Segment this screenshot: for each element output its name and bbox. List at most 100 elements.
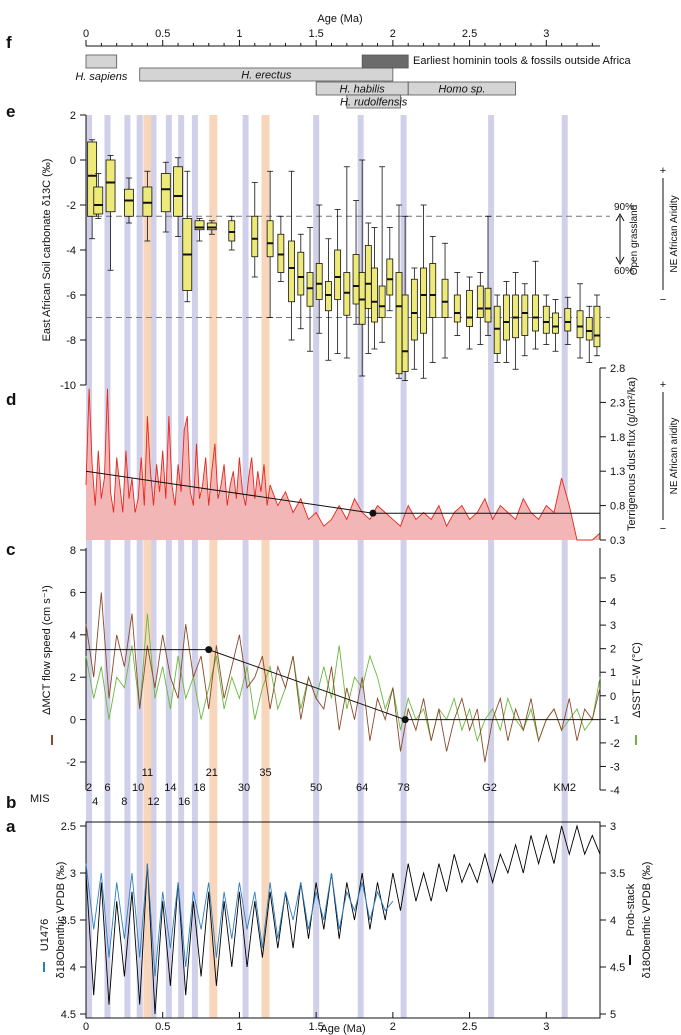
d-breakpoint-dot [369,509,377,517]
f-tick-label-1: 0.5 [155,28,170,40]
e-box-11 [251,215,259,258]
f-range-label-1: H. erectus [241,70,292,82]
c-y2tick-label-7: -2 [610,738,620,750]
c-ytick-label-2: 4 [70,630,76,642]
f-note: Earliest hominin tools & fossils outside… [413,55,632,67]
b-stage-16: G2 [482,782,497,794]
e-box-30 [420,267,427,334]
band-blue-10 [357,115,364,1018]
e-box-25 [378,285,386,318]
a-ytick-label-1: 3 [70,868,76,880]
d-plus: + [660,379,666,391]
a-xtick-label-4: 2 [390,1021,396,1033]
band-orange-0 [143,115,152,1018]
b-stage-4: 10 [132,782,144,794]
e-minus: − [660,294,666,306]
e-box-15 [297,251,305,296]
c-ytick-label-4: 0 [70,715,76,727]
a-y2label: δ18Obenthic VPDB (‰) [641,862,653,979]
f-ticks: 0 0.5 1 1.5 2 2.5 3 [83,28,593,46]
a-y2ticks: 3 3.5 4 4.5 5 [600,821,625,1021]
f-range-bar-4 [407,81,517,96]
a-ytick-label-0: 2.5 [61,821,76,833]
panel-a-benthic-isotopes: 2.5 3 3.5 4 4.5 3 3.5 4 4.5 5 0 0.5 1 1.5 2 2.5 3 δ18O… [39,821,653,1035]
d-ytick-label-0: 2.8 [610,363,625,375]
c-y2tick-label-6: -1 [610,714,620,726]
c-ylabel: ΔMCT flow speed (cm s⁻¹) [41,585,53,715]
band-blue-6 [178,115,185,1018]
a-xtick-label-1: 0.5 [155,1021,170,1033]
e-box-13 [277,233,285,273]
band-blue-5 [165,115,172,1018]
f-tick-label-3: 1.5 [309,28,324,40]
e-ref-60: 60% [614,266,634,277]
e-box-35 [476,285,484,318]
a-probstack-line [85,824,601,1015]
b-stage-5: 11 [142,767,153,779]
e-ytick-label-3: -4 [66,245,76,257]
d-dust-area [86,388,600,540]
e-box-32 [441,278,449,318]
f-range-label-0: H. sapiens [75,71,127,83]
f-tick-label-5: 2.5 [462,28,477,40]
a-y2tick-label-3: 4.5 [610,962,625,974]
e-ytick-label-0: 2 [70,110,76,122]
a-y2tick-label-4: 5 [610,1009,616,1021]
e-plus: + [660,165,666,177]
panel-label-f: f [6,33,12,52]
d-ytick-label-1: 2.3 [610,397,625,409]
f-range-bar-2 [361,54,409,69]
e-box-41 [532,294,539,332]
e-box-47 [593,305,601,348]
e-box-36 [484,287,492,323]
e-yticks: 2 0 -2 -4 -6 -8 -10 [60,110,86,392]
a-frame [85,821,601,1019]
c-y2tick-label-1: 4 [610,597,616,609]
e-box-14 [288,240,296,303]
a-xtick-label-6: 3 [543,1021,549,1033]
a-series-u1476-label: U1476 [39,919,51,951]
e-box-44 [564,308,572,332]
f-tick-label-6: 3 [543,28,549,40]
panel-label-b: b [6,793,16,812]
f-range-label-4: Homo sp. [438,84,485,96]
e-box-3 [124,188,134,217]
e-box-27 [395,272,403,375]
panel-label-a: a [6,817,16,836]
c-y2tick-label-8: -3 [610,761,620,773]
a-xtick-label-2: 1 [236,1021,242,1033]
c-y2tick-label-9: -4 [610,785,620,797]
e-box-40 [521,294,529,336]
a-xtick-label-0: 0 [83,1021,89,1033]
e-box-17 [315,263,323,300]
b-stage-10: 21 [206,767,218,779]
e-box-31 [429,263,437,318]
b-stage-7: 14 [164,782,176,794]
a-xtick-label-3: 1.5 [309,1021,324,1033]
b-stage-1: 4 [92,796,98,808]
b-mis-label: MIS [30,793,50,805]
e-box-5 [160,173,171,213]
d-ylabel: Terrigenous dust flux (g/cm²/ka) [626,377,638,531]
e-box-18 [325,281,332,312]
a-series-prob-label: Prob-stack [625,883,637,936]
d-dust-line [85,388,601,541]
b-stage-12: 35 [259,767,271,779]
panel-d-dust-flux: 2.8 2.3 1.8 1.3 0.8 0.3 Terrigenous dust flux… [85,363,680,547]
e-ref-90: 90% [614,202,634,213]
d-ytick-label-2: 1.8 [610,432,625,444]
a-ytick-label-3: 4 [70,962,76,974]
panel-label-e: e [6,102,15,121]
b-stage-13: 50 [310,782,322,794]
c-mct-line [85,592,601,763]
e-box-6 [173,166,183,217]
e-box-4 [142,186,153,217]
b-stage-8: 16 [178,796,190,808]
e-box-39 [512,294,520,339]
f-tick-label-4: 2 [390,28,396,40]
b-stage-15: 78 [397,782,409,794]
c-sst-line [85,613,601,743]
f-range-label-5: H. rudolfensis [340,97,408,109]
